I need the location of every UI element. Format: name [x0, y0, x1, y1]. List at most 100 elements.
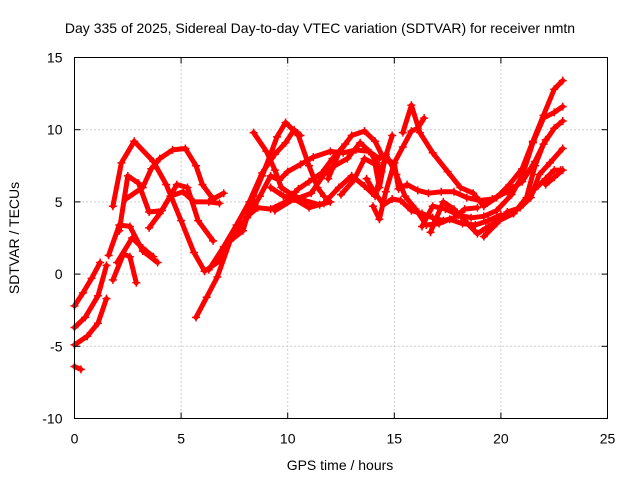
data-point-marker [307, 189, 316, 198]
data-point-marker [294, 184, 303, 193]
data-point-marker [115, 226, 124, 235]
data-point-marker [172, 180, 181, 189]
data-point-marker [479, 202, 488, 211]
data-point-marker [550, 173, 559, 182]
data-point-marker [407, 101, 416, 110]
data-point-marker [270, 206, 279, 215]
data-point-marker [360, 182, 369, 191]
data-point-marker [277, 183, 286, 192]
data-point-marker [492, 206, 501, 215]
data-point-marker [209, 236, 218, 245]
series-line-prn-j [114, 235, 156, 265]
data-point-marker [503, 208, 512, 217]
data-point-marker [398, 143, 407, 152]
data-point-marker [407, 127, 416, 136]
data-point-marker [123, 171, 132, 180]
data-point-marker [213, 272, 222, 281]
data-point-marker [443, 167, 452, 176]
data-point-marker [531, 161, 540, 170]
data-point-marker [192, 161, 201, 170]
data-point-marker [449, 187, 458, 196]
data-point-marker [279, 192, 288, 201]
data-point-marker [132, 278, 141, 287]
data-point-marker [309, 153, 318, 162]
data-point-marker [305, 177, 314, 186]
data-point-marker [296, 160, 305, 169]
data-point-marker [334, 183, 343, 192]
data-point-marker [371, 137, 380, 146]
data-point-marker [349, 176, 358, 185]
x-tick-label: 25 [600, 431, 616, 447]
data-point-marker [467, 213, 476, 222]
data-point-marker [149, 252, 158, 261]
data-point-marker [134, 179, 143, 188]
data-point-marker [204, 197, 213, 206]
data-point-marker [415, 128, 424, 137]
data-point-marker [125, 222, 134, 231]
y-tick-label: 10 [47, 122, 63, 138]
data-point-marker [326, 147, 335, 156]
data-point-marker [79, 288, 88, 297]
data-point-marker [147, 164, 156, 173]
data-point-marker [93, 291, 102, 300]
data-point-marker [473, 203, 482, 212]
data-point-marker [183, 183, 192, 192]
tick-layer: 0 5 10 15 20 25 -10 -5 0 5 10 15 [42, 50, 615, 447]
data-point-marker [219, 189, 228, 198]
data-point-marker [319, 199, 328, 208]
y-tick-label: -5 [50, 338, 63, 354]
data-point-marker [198, 180, 207, 189]
data-point-marker [266, 171, 275, 180]
data-point-marker [166, 192, 175, 201]
data-point-marker [368, 202, 377, 211]
data-point-marker [507, 190, 516, 199]
data-point-marker [290, 195, 299, 204]
data-point-marker [388, 195, 397, 204]
data-point-marker [253, 203, 262, 212]
data-point-marker [145, 223, 154, 232]
data-point-marker [305, 161, 314, 170]
data-point-marker [138, 183, 147, 192]
data-point-marker [319, 170, 328, 179]
chart-title: Day 335 of 2025, Sidereal Day-to-day VTE… [65, 20, 575, 36]
data-point-marker [460, 205, 469, 214]
data-point-marker [558, 117, 567, 126]
data-point-marker [426, 228, 435, 237]
data-point-marker [215, 252, 224, 261]
series-line-prn-b [72, 262, 109, 330]
data-point-marker [398, 128, 407, 137]
data-point-marker [162, 180, 171, 189]
data-point-marker [270, 166, 279, 175]
y-tick-label: -10 [42, 411, 62, 427]
data-point-marker [396, 196, 405, 205]
data-point-marker [194, 216, 203, 225]
data-point-marker [528, 138, 537, 147]
data-point-marker [155, 209, 164, 218]
y-tick-label: 0 [55, 266, 63, 282]
data-point-marker [238, 226, 247, 235]
data-point-marker [531, 184, 540, 193]
grid-layer [74, 57, 608, 419]
data-point-marker [460, 216, 469, 225]
data-point-marker [181, 144, 190, 153]
data-point-marker [168, 145, 177, 154]
series-line-prn-i [123, 146, 227, 202]
data-point-marker [558, 166, 567, 175]
data-point-marker [413, 186, 422, 195]
data-point-marker [518, 171, 527, 180]
data-point-marker [130, 137, 139, 146]
data-point-marker [558, 144, 567, 153]
plot-frame [74, 57, 608, 419]
data-point-marker [403, 180, 412, 189]
data-point-marker [117, 158, 126, 167]
data-point-marker [492, 219, 501, 228]
data-point-marker [456, 183, 465, 192]
x-tick-label: 10 [280, 431, 296, 447]
series-line-prn-c [72, 296, 109, 348]
x-tick-label: 0 [71, 431, 79, 447]
data-point-marker [539, 140, 548, 149]
data-point-marker [558, 102, 567, 111]
data-point-marker [424, 189, 433, 198]
data-point-marker [270, 150, 279, 159]
